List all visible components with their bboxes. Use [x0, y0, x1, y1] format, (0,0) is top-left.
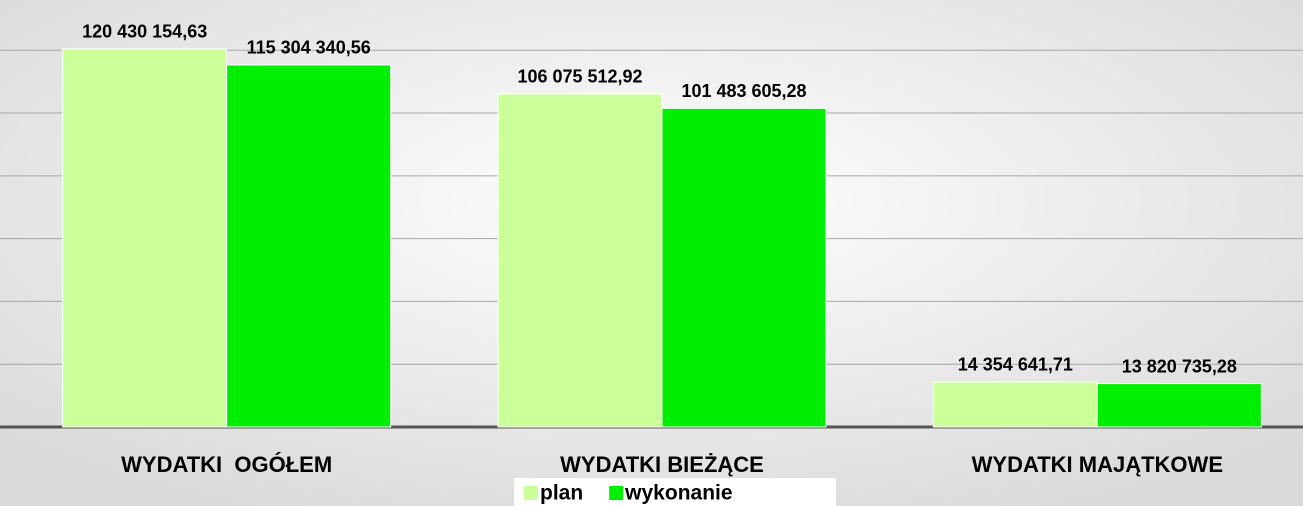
legend-label: wykonanie [624, 482, 732, 505]
value-label: 106 075 512,92 [517, 67, 642, 87]
bar [661, 107, 827, 428]
legend-label: plan [540, 482, 583, 505]
value-label: 101 483 605,28 [681, 81, 806, 101]
legend-box [514, 478, 836, 506]
value-label: 14 354 641,71 [958, 355, 1073, 375]
bar [497, 93, 663, 428]
x-tick-label: WYDATKI BIEŻĄCE [560, 452, 764, 477]
bar [932, 381, 1098, 428]
value-label: 13 820 735,28 [1122, 356, 1237, 376]
value-label: 120 430 154,63 [82, 22, 207, 42]
value-label: 115 304 340,56 [247, 38, 371, 58]
legend-swatch [609, 486, 624, 500]
bar [1096, 383, 1262, 428]
x-tick-label: WYDATKI MAJĄTKOWE [972, 452, 1223, 477]
bar [226, 64, 392, 428]
x-tick-label: WYDATKI OGÓŁEM [121, 452, 332, 477]
legend-swatch [524, 486, 538, 500]
bar [62, 48, 228, 428]
